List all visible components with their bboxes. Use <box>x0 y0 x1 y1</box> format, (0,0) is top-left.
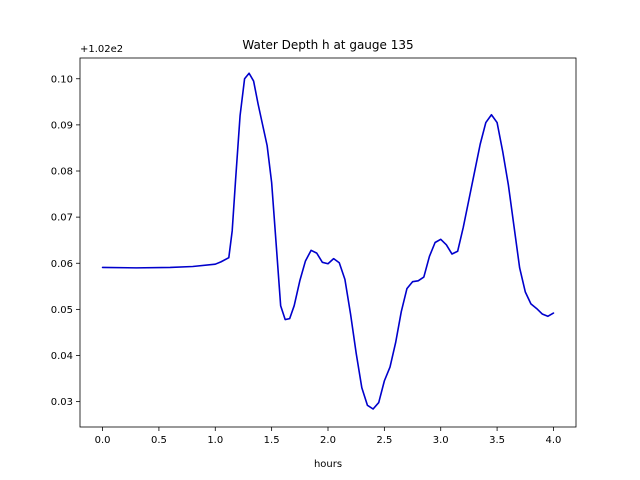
y-tick-label: 0.09 <box>51 120 73 131</box>
x-tick-label: 1.0 <box>207 435 223 446</box>
x-tick-label: 2.5 <box>376 435 392 446</box>
x-tick-label: 3.5 <box>489 435 505 446</box>
x-tick-label: 4.0 <box>546 435 562 446</box>
plot-frame <box>79 57 577 428</box>
y-offset-text: +1.02e2 <box>80 44 123 55</box>
plot-area <box>79 57 577 428</box>
x-axis-ticks: 0.0 0.5 1.0 1.5 2.0 2.5 3.0 3.5 4.0 <box>95 427 562 446</box>
x-tick-label: 0.0 <box>95 435 111 446</box>
x-tick-label: 2.0 <box>320 435 336 446</box>
y-tick-label: 0.06 <box>51 259 73 270</box>
y-tick-label: 0.10 <box>51 74 73 85</box>
y-tick-label: 0.05 <box>51 305 73 316</box>
series-line-0 <box>101 72 555 410</box>
y-tick-label: 0.08 <box>51 167 73 178</box>
x-tick-label: 3.0 <box>433 435 449 446</box>
x-tick-label: 1.5 <box>264 435 280 446</box>
x-axis-label: hours <box>314 459 342 470</box>
y-tick-label: 0.03 <box>51 397 73 408</box>
chart-title: Water Depth h at gauge 135 <box>242 38 413 52</box>
y-tick-label: 0.04 <box>51 351 73 362</box>
y-axis-ticks: 0.03 0.04 0.05 0.06 0.07 0.08 0.09 0.10 <box>51 74 80 408</box>
y-tick-label: 0.07 <box>51 213 73 224</box>
x-tick-label: 0.5 <box>151 435 167 446</box>
